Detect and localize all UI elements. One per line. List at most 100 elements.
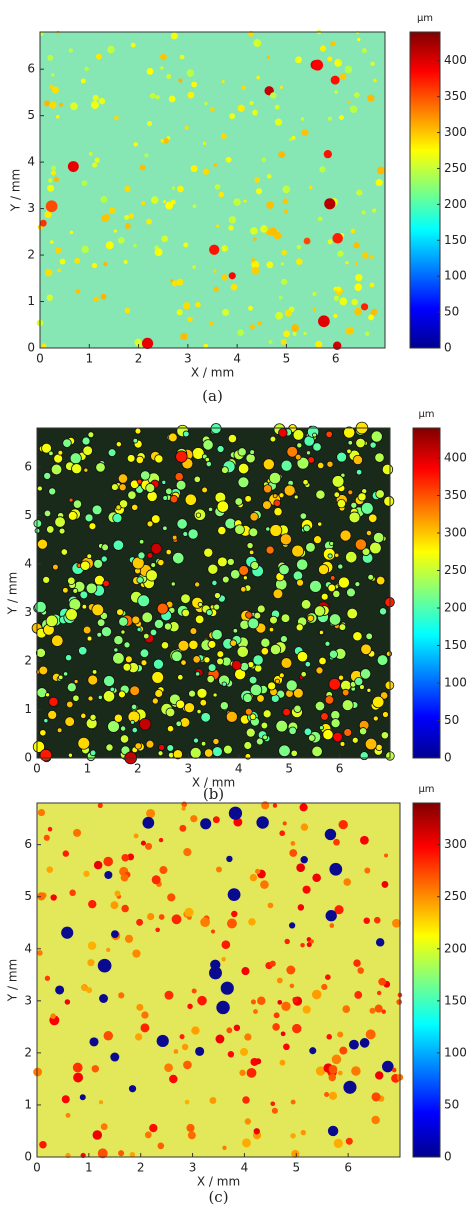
texture-blob bbox=[161, 479, 167, 485]
texture-blob bbox=[256, 694, 265, 703]
texture-blob bbox=[103, 856, 114, 867]
texture-blob bbox=[365, 331, 370, 336]
texture-blob bbox=[237, 447, 247, 457]
texture-blob bbox=[118, 1150, 125, 1157]
texture-blob bbox=[278, 428, 288, 438]
texture-blob bbox=[112, 539, 125, 551]
texture-blob bbox=[266, 201, 274, 209]
texture-blob bbox=[234, 524, 245, 535]
texture-blob bbox=[146, 121, 153, 127]
texture-blob bbox=[313, 535, 322, 545]
texture-blob bbox=[150, 196, 159, 204]
texture-blob bbox=[335, 286, 342, 292]
texture-blob bbox=[163, 622, 173, 631]
texture-blob bbox=[205, 460, 212, 468]
texture-blob bbox=[376, 990, 382, 996]
texture-blob bbox=[120, 725, 127, 732]
texture-blob bbox=[296, 456, 310, 470]
texture-blob bbox=[339, 73, 347, 80]
texture-blob bbox=[73, 828, 82, 837]
texture-blob bbox=[215, 224, 220, 228]
texture-blob bbox=[97, 958, 112, 973]
texture-blob bbox=[382, 1060, 394, 1073]
texture-blob bbox=[290, 749, 298, 757]
texture-blob bbox=[171, 650, 183, 662]
texture-blob bbox=[357, 38, 361, 42]
colorbar-tick-label: 100 bbox=[444, 1045, 467, 1059]
texture-blob bbox=[79, 590, 89, 600]
texture-blob bbox=[280, 613, 291, 623]
texture-blob bbox=[272, 1023, 280, 1031]
texture-blob bbox=[100, 293, 107, 300]
texture-blob bbox=[361, 48, 367, 54]
texture-blob bbox=[149, 93, 156, 99]
texture-blob bbox=[354, 261, 359, 266]
texture-blob bbox=[141, 337, 154, 350]
texture-blob bbox=[203, 343, 209, 349]
texture-blob bbox=[216, 500, 230, 513]
texture-blob bbox=[273, 1012, 280, 1019]
texture-blob bbox=[353, 242, 360, 249]
texture-blob bbox=[202, 439, 214, 451]
texture-blob bbox=[327, 1125, 339, 1137]
texture-blob bbox=[333, 491, 341, 498]
texture-blob bbox=[225, 156, 232, 163]
texture-blob bbox=[171, 914, 182, 925]
y-tick-label: 5 bbox=[24, 889, 32, 903]
texture-blob bbox=[217, 525, 227, 536]
texture-blob bbox=[309, 579, 322, 593]
texture-blob bbox=[249, 713, 257, 721]
x-tick-label: 3 bbox=[184, 352, 192, 366]
texture-blob bbox=[337, 563, 344, 570]
texture-blob bbox=[312, 432, 318, 438]
texture-blob bbox=[300, 942, 305, 948]
texture-blob bbox=[337, 1070, 343, 1076]
caption: (c) bbox=[208, 1188, 228, 1206]
texture-blob bbox=[342, 1005, 351, 1013]
colorbar-tick-label: 0 bbox=[444, 1150, 452, 1164]
texture-blob bbox=[41, 343, 47, 349]
texture-blob bbox=[312, 291, 317, 296]
y-tick-label: 6 bbox=[24, 459, 32, 473]
texture-blob bbox=[260, 880, 269, 889]
texture-blob bbox=[328, 1091, 338, 1101]
texture-blob bbox=[228, 225, 234, 231]
texture-blob bbox=[134, 427, 142, 435]
texture-blob bbox=[373, 78, 377, 83]
texture-blob bbox=[251, 258, 256, 262]
y-tick-label: 0 bbox=[24, 1150, 32, 1164]
texture-blob bbox=[228, 216, 237, 224]
y-tick-label: 0 bbox=[24, 751, 32, 765]
texture-blob bbox=[302, 479, 309, 486]
texture-blob bbox=[91, 603, 105, 617]
texture-blob bbox=[345, 550, 358, 564]
texture-blob bbox=[158, 743, 166, 751]
texture-blob bbox=[317, 216, 323, 222]
texture-blob bbox=[272, 493, 278, 499]
texture-blob bbox=[136, 1003, 144, 1011]
texture-blob bbox=[308, 734, 316, 742]
texture-blob bbox=[364, 867, 371, 874]
texture-blob bbox=[103, 1031, 114, 1041]
texture-blob bbox=[179, 824, 187, 832]
texture-blob bbox=[300, 823, 309, 831]
texture-blob bbox=[331, 475, 345, 488]
texture-blob bbox=[345, 1137, 353, 1145]
texture-blob bbox=[375, 1071, 384, 1080]
texture-blob bbox=[280, 339, 287, 345]
texture-blob bbox=[209, 966, 222, 980]
texture-blob bbox=[181, 1043, 189, 1051]
texture-blob bbox=[187, 91, 195, 99]
texture-blob bbox=[318, 656, 327, 666]
texture-blob bbox=[68, 48, 73, 53]
texture-blob bbox=[209, 244, 220, 255]
texture-blob bbox=[249, 324, 255, 330]
x-axis-label: X / mm bbox=[191, 366, 234, 380]
texture-blob bbox=[351, 298, 358, 306]
texture-blob bbox=[300, 671, 307, 678]
texture-blob bbox=[332, 589, 341, 598]
texture-blob bbox=[50, 240, 54, 244]
texture-blob bbox=[189, 627, 198, 635]
texture-blob bbox=[179, 1034, 185, 1040]
texture-blob bbox=[227, 888, 241, 902]
